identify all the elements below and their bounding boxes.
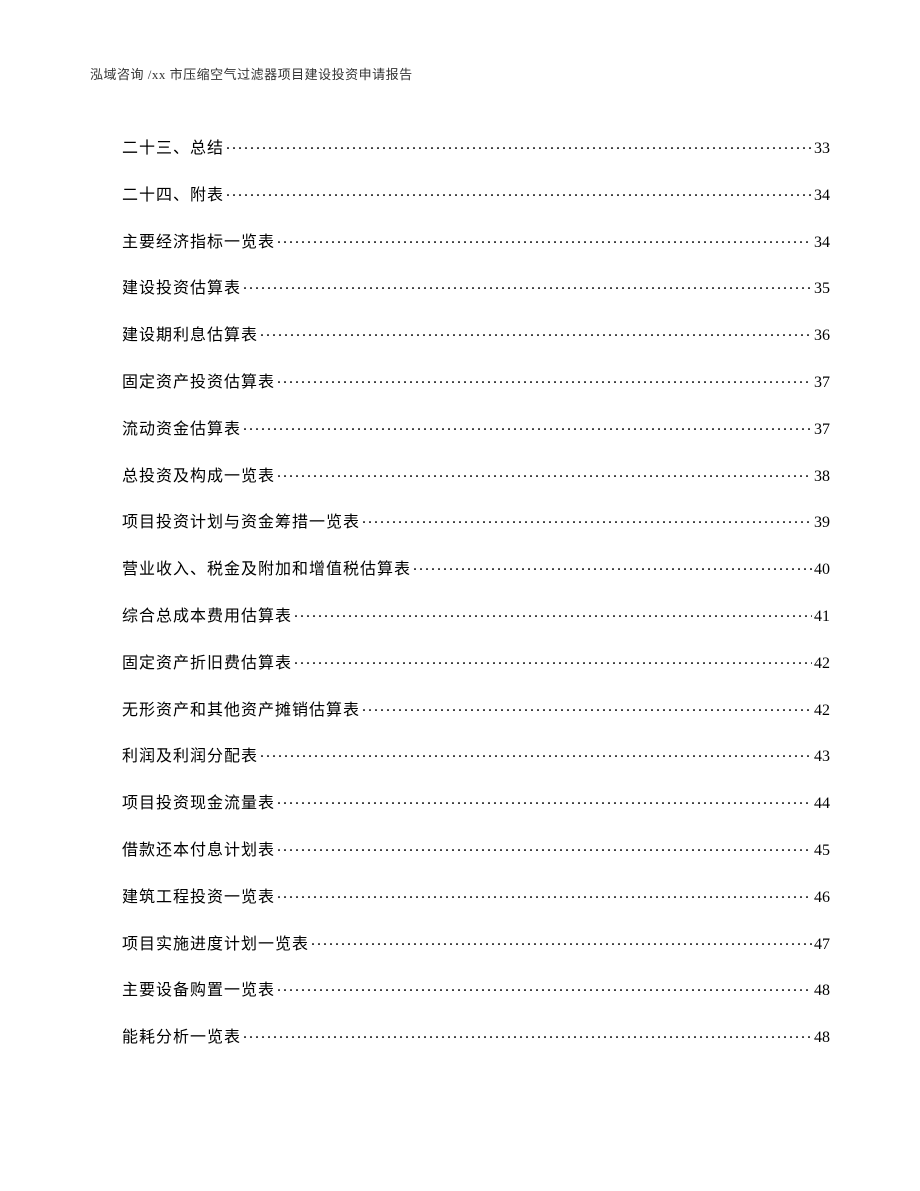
toc-label: 流动资金估算表	[122, 422, 241, 438]
toc-label: 能耗分析一览表	[122, 1030, 241, 1046]
toc-entry: 总投资及构成一览表 38	[122, 465, 830, 485]
toc-leader-dots	[277, 371, 812, 387]
toc-page-number: 42	[814, 703, 830, 719]
toc-label: 总投资及构成一览表	[122, 469, 275, 485]
toc-page-number: 36	[814, 328, 830, 344]
toc-entry: 固定资产投资估算表 37	[122, 371, 830, 391]
toc-leader-dots	[260, 745, 812, 761]
table-of-contents: 二十三、总结 33 二十四、附表 34 主要经济指标一览表 34 建设投资估算表…	[90, 137, 830, 1046]
toc-leader-dots	[294, 652, 812, 668]
toc-leader-dots	[362, 699, 812, 715]
toc-page-number: 48	[814, 1030, 830, 1046]
toc-page-number: 46	[814, 890, 830, 906]
toc-entry: 主要设备购置一览表 48	[122, 979, 830, 999]
toc-label: 综合总成本费用估算表	[122, 609, 292, 625]
toc-label: 二十三、总结	[122, 141, 224, 157]
toc-page-number: 47	[814, 937, 830, 953]
toc-page-number: 34	[814, 235, 830, 251]
toc-leader-dots	[277, 839, 812, 855]
toc-leader-dots	[243, 277, 812, 293]
toc-label: 二十四、附表	[122, 188, 224, 204]
toc-leader-dots	[277, 886, 812, 902]
toc-leader-dots	[243, 1026, 812, 1042]
toc-leader-dots	[362, 511, 812, 527]
toc-page-number: 40	[814, 562, 830, 578]
toc-leader-dots	[294, 605, 812, 621]
toc-page-number: 38	[814, 469, 830, 485]
toc-label: 建设期利息估算表	[122, 328, 258, 344]
toc-label: 主要设备购置一览表	[122, 983, 275, 999]
toc-leader-dots	[226, 184, 812, 200]
toc-label: 营业收入、税金及附加和增值税估算表	[122, 562, 411, 578]
toc-label: 固定资产投资估算表	[122, 375, 275, 391]
toc-leader-dots	[277, 465, 812, 481]
toc-entry: 建筑工程投资一览表 46	[122, 886, 830, 906]
toc-entry: 营业收入、税金及附加和增值税估算表 40	[122, 558, 830, 578]
toc-entry: 项目投资现金流量表 44	[122, 792, 830, 812]
toc-page-number: 45	[814, 843, 830, 859]
toc-leader-dots	[277, 792, 812, 808]
toc-label: 项目实施进度计划一览表	[122, 937, 309, 953]
toc-page-number: 37	[814, 422, 830, 438]
toc-label: 建设投资估算表	[122, 281, 241, 297]
toc-page-number: 35	[814, 281, 830, 297]
toc-label: 建筑工程投资一览表	[122, 890, 275, 906]
toc-label: 利润及利润分配表	[122, 749, 258, 765]
toc-entry: 无形资产和其他资产摊销估算表 42	[122, 699, 830, 719]
toc-label: 借款还本付息计划表	[122, 843, 275, 859]
toc-page-number: 33	[814, 141, 830, 157]
toc-label: 无形资产和其他资产摊销估算表	[122, 703, 360, 719]
toc-entry: 流动资金估算表 37	[122, 418, 830, 438]
toc-entry: 项目投资计划与资金筹措一览表 39	[122, 511, 830, 531]
toc-leader-dots	[311, 933, 812, 949]
toc-entry: 能耗分析一览表 48	[122, 1026, 830, 1046]
toc-label: 项目投资计划与资金筹措一览表	[122, 515, 360, 531]
toc-entry: 项目实施进度计划一览表 47	[122, 933, 830, 953]
header-text: 泓域咨询 /xx 市压缩空气过滤器项目建设投资申请报告	[90, 67, 413, 82]
toc-leader-dots	[277, 231, 812, 247]
toc-leader-dots	[226, 137, 812, 153]
toc-page-number: 44	[814, 796, 830, 812]
toc-page-number: 42	[814, 656, 830, 672]
toc-leader-dots	[260, 324, 812, 340]
toc-leader-dots	[413, 558, 812, 574]
toc-leader-dots	[243, 418, 812, 434]
toc-entry: 借款还本付息计划表 45	[122, 839, 830, 859]
toc-entry: 二十四、附表 34	[122, 184, 830, 204]
toc-entry: 建设期利息估算表 36	[122, 324, 830, 344]
toc-label: 主要经济指标一览表	[122, 235, 275, 251]
toc-page-number: 34	[814, 188, 830, 204]
toc-leader-dots	[277, 979, 812, 995]
toc-label: 项目投资现金流量表	[122, 796, 275, 812]
page-header: 泓域咨询 /xx 市压缩空气过滤器项目建设投资申请报告	[90, 64, 830, 83]
toc-entry: 主要经济指标一览表 34	[122, 231, 830, 251]
toc-entry: 固定资产折旧费估算表 42	[122, 652, 830, 672]
toc-page-number: 48	[814, 983, 830, 999]
toc-page-number: 43	[814, 749, 830, 765]
toc-page-number: 39	[814, 515, 830, 531]
toc-entry: 利润及利润分配表 43	[122, 745, 830, 765]
toc-label: 固定资产折旧费估算表	[122, 656, 292, 672]
document-page: 泓域咨询 /xx 市压缩空气过滤器项目建设投资申请报告 二十三、总结 33 二十…	[0, 0, 920, 1046]
toc-entry: 综合总成本费用估算表 41	[122, 605, 830, 625]
toc-page-number: 41	[814, 609, 830, 625]
toc-entry: 建设投资估算表 35	[122, 277, 830, 297]
toc-entry: 二十三、总结 33	[122, 137, 830, 157]
toc-page-number: 37	[814, 375, 830, 391]
